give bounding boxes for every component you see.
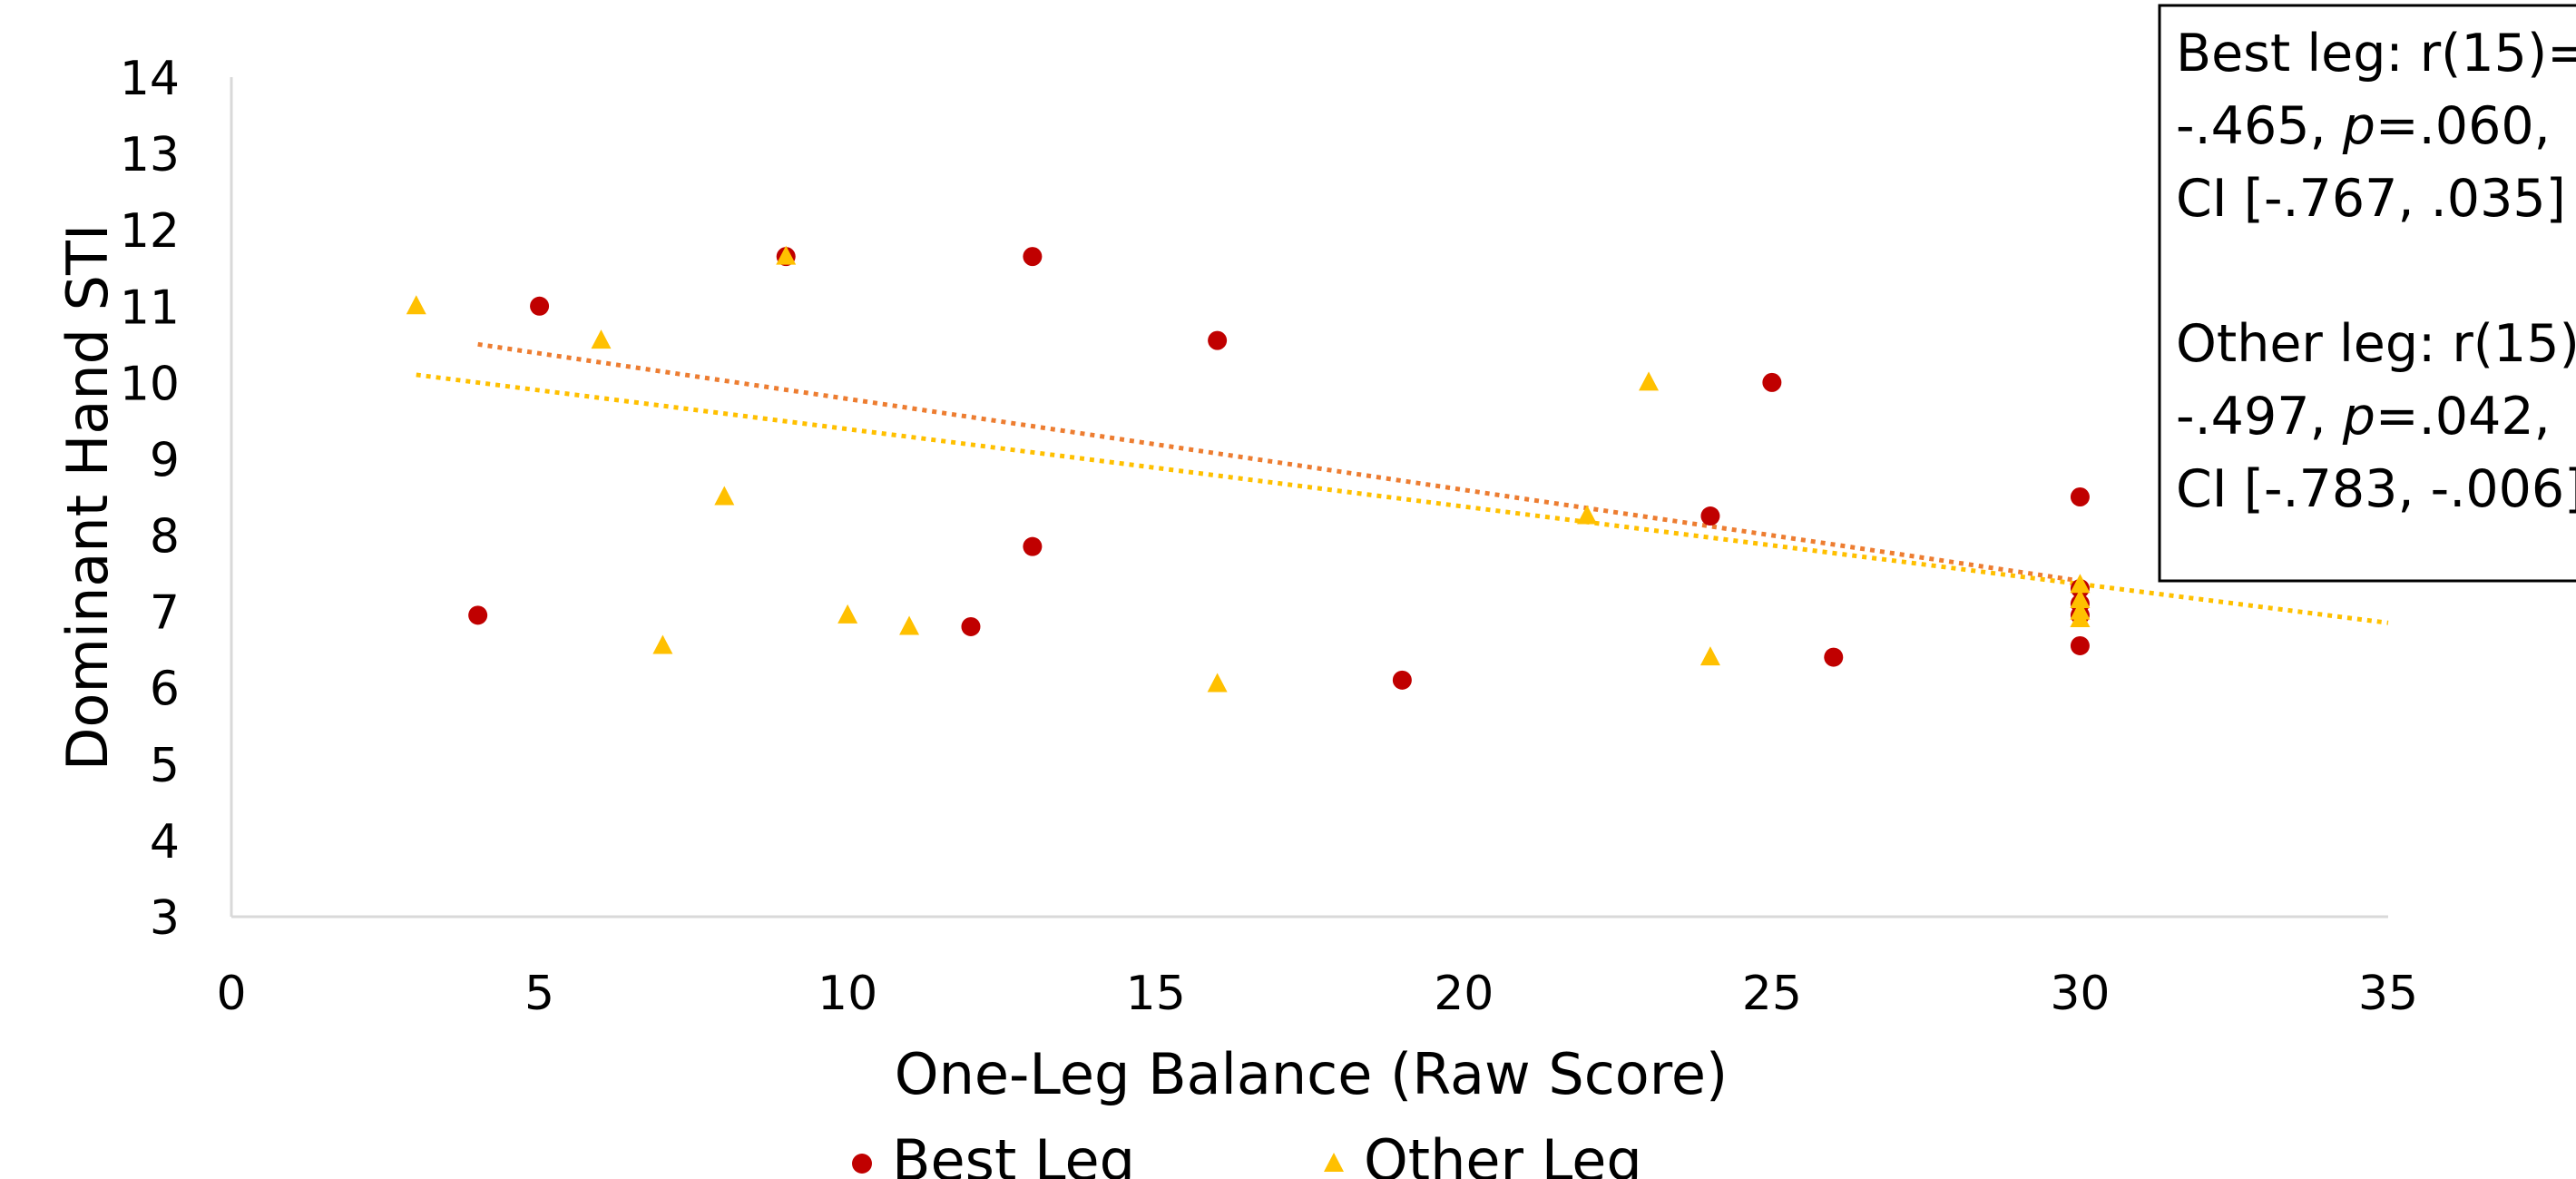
x-tick-labels: 0 5 10 15 20 25 30 35 [216, 967, 2418, 1021]
point-best-leg [468, 605, 488, 625]
point-other-leg [652, 634, 673, 654]
point-best-leg [1824, 647, 1844, 667]
stats-line-1: Best leg: r(15)= [2176, 24, 2576, 84]
data-points [406, 245, 2091, 693]
point-other-leg [2070, 574, 2091, 594]
trendlines [416, 341, 2389, 625]
point-best-leg [530, 296, 550, 316]
y-tick-label: 6 [150, 663, 180, 717]
point-other-leg [591, 329, 612, 349]
point-other-leg [776, 245, 797, 265]
point-other-leg [2070, 589, 2091, 609]
x-tick-label: 25 [1742, 967, 1802, 1021]
y-tick-label: 11 [120, 280, 180, 335]
stats-annotation-box: Best leg: r(15)= -.465, p=.060, CI [-.76… [2158, 4, 2576, 583]
stats-line-2: -.465, p=.060, [2176, 96, 2551, 156]
point-best-leg [1392, 670, 1412, 690]
axes [230, 77, 2388, 919]
point-best-leg [961, 616, 981, 636]
point-other-leg [406, 295, 426, 315]
trendline-other-leg [416, 372, 2389, 625]
point-other-leg [899, 615, 920, 635]
y-tick-label: 8 [150, 510, 180, 565]
stats-line-5: Other leg: r(15)= [2176, 314, 2576, 374]
x-axis-title: One-Leg Balance (Raw Score) [895, 1041, 1728, 1107]
stats-line-6: -.497, p=.042, [2176, 387, 2551, 447]
legend-best-leg-marker [852, 1154, 872, 1174]
point-best-leg [1023, 247, 1043, 267]
y-tick-labels: 3 4 5 6 7 8 9 10 11 12 13 14 [120, 52, 180, 946]
y-tick-label: 5 [150, 739, 180, 793]
y-tick-label: 3 [150, 891, 180, 946]
x-tick-label: 15 [1126, 967, 1186, 1021]
y-tick-label: 7 [150, 586, 180, 641]
point-best-leg [2070, 487, 2090, 506]
trendline-best-leg [477, 341, 2081, 584]
x-tick-label: 0 [216, 967, 246, 1021]
x-tick-label: 35 [2358, 967, 2418, 1021]
y-tick-label: 12 [120, 204, 180, 259]
point-best-leg [2070, 635, 2090, 655]
point-other-leg [1639, 371, 1660, 391]
y-tick-label: 4 [150, 815, 180, 870]
x-tick-label: 20 [1434, 967, 1494, 1021]
x-tick-label: 5 [524, 967, 554, 1021]
y-tick-label: 14 [120, 52, 180, 106]
point-best-leg [1762, 372, 1782, 392]
stats-line-3: CI [-.767, .035] [2176, 169, 2566, 229]
x-tick-label: 10 [818, 967, 877, 1021]
point-other-leg [1207, 673, 1228, 693]
point-other-leg [714, 486, 735, 506]
y-tick-label: 9 [150, 433, 180, 487]
point-best-leg [1023, 536, 1043, 556]
y-axis-title: Dominant Hand STI [54, 224, 121, 771]
y-tick-label: 13 [120, 128, 180, 182]
point-other-leg [1699, 646, 1720, 666]
y-tick-label: 10 [120, 357, 180, 411]
legend-best-leg-label: Best Leg [892, 1127, 1135, 1179]
legend: Best Leg Other Leg [852, 1127, 1642, 1179]
stats-box-frame [2158, 4, 2576, 583]
point-other-leg [2070, 608, 2091, 628]
point-best-leg [1208, 330, 1228, 350]
point-best-leg [1700, 506, 1720, 526]
x-tick-label: 30 [2050, 967, 2110, 1021]
point-other-leg [837, 604, 858, 624]
legend-other-leg-label: Other Leg [1364, 1127, 1642, 1179]
stats-line-7: CI [-.783, -.006] [2176, 459, 2576, 519]
legend-other-leg-marker [1324, 1153, 1344, 1172]
point-other-leg [1577, 505, 1598, 525]
